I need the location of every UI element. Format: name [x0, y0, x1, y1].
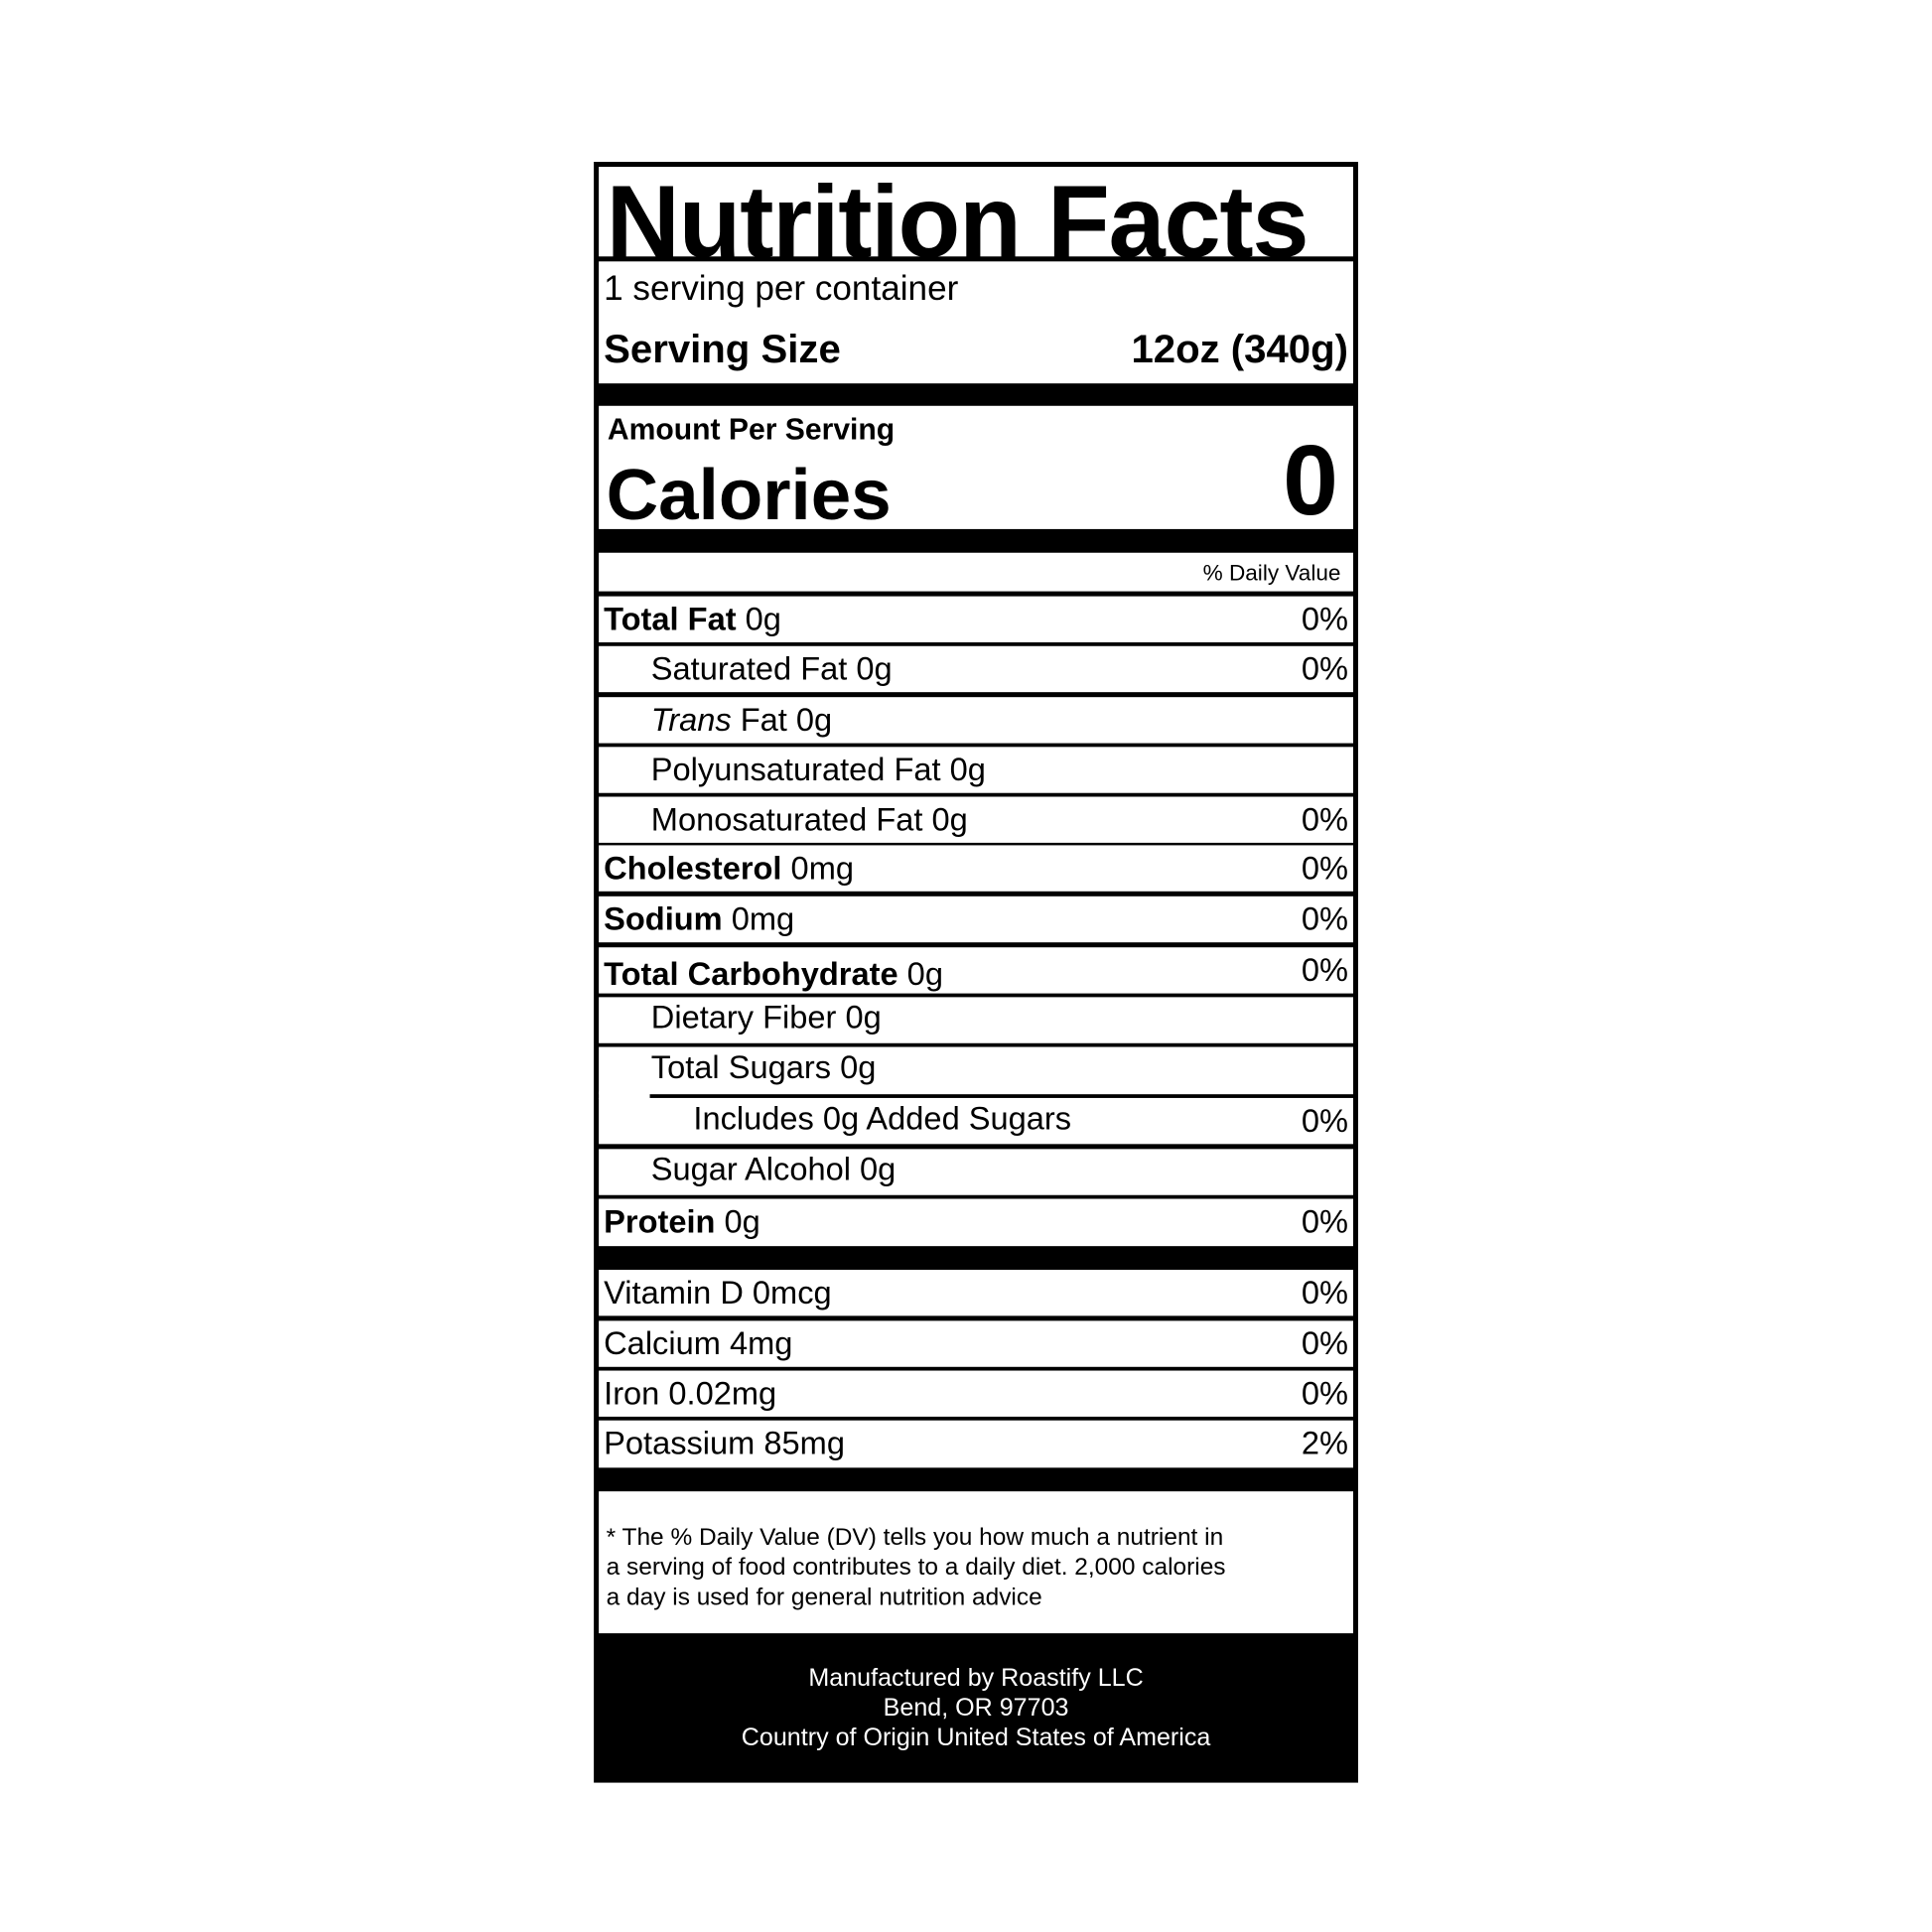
nutrient-row: Trans Fat 0g — [599, 697, 1353, 744]
nutrient-row: Protein 0g 0% — [599, 1198, 1353, 1247]
daily-value-label: % Daily Value — [1202, 560, 1341, 586]
title-section: Nutrition Facts — [599, 166, 1353, 279]
nutrient-text: 0% — [1301, 600, 1348, 637]
nutrition-label: Nutrition Facts 1 serving per container … — [594, 162, 1359, 1783]
nutrient-text: Total Fat — [604, 600, 737, 637]
nutrient-text: 0g — [906, 954, 943, 993]
nutrient-text: Polyunsaturated Fat 0g — [650, 751, 986, 788]
nutrient-row: Sodium 0mg 0% — [599, 896, 1353, 943]
manufacturer-line: Manufactured by Roastify LLC — [808, 1664, 1144, 1693]
servings-per-container: 1 serving per container — [604, 268, 959, 308]
calories-label: Calories — [606, 454, 892, 536]
nutrient-row: Monosaturated Fat 0g 0% — [599, 796, 1353, 843]
nutrient-text: 0% — [1301, 1374, 1348, 1412]
nutrient-row: Includes 0g Added Sugars 0% — [599, 1097, 1353, 1145]
nutrient-text: Cholesterol — [604, 849, 782, 887]
serving-size-label: Serving Size — [604, 326, 841, 371]
nutrient-text: 0% — [1301, 1202, 1348, 1240]
nutrient-text: Monosaturated Fat 0g — [650, 800, 968, 838]
calories-section: Amount Per Serving Calories 0 — [599, 405, 1353, 535]
manufacturer-address: Bend, OR 97703 — [883, 1694, 1069, 1723]
footnote-line: a day is used for general nutrition advi… — [606, 1583, 1042, 1611]
nutrient-text: 0mg — [790, 849, 854, 887]
nutrient-text: Dietary Fiber 0g — [650, 998, 882, 1036]
nutrient-row: Sugar Alcohol 0g — [599, 1149, 1353, 1195]
nutrient-text: Calcium 4mg — [604, 1324, 793, 1362]
nutrient-text: 0% — [1301, 1273, 1348, 1311]
nutrient-row: Polyunsaturated Fat 0g — [599, 747, 1353, 793]
nutrient-text: 0g — [745, 600, 781, 637]
footnote-line: a serving of food contributes to a daily… — [606, 1553, 1226, 1582]
vitamin-row: Iron 0.02mg 0% — [599, 1370, 1353, 1417]
nutrient-row: Total Fat 0g 0% — [599, 596, 1353, 643]
serving-size-value: 12oz (340g) — [1131, 326, 1348, 371]
nutrient-text: Includes 0g Added Sugars — [693, 1099, 1072, 1137]
nutrient-text: Trans — [650, 700, 732, 739]
nutrient-text: 0% — [1301, 649, 1348, 688]
nutrient-text: 2% — [1301, 1424, 1348, 1462]
nutrient-row: Dietary Fiber 0g — [599, 997, 1353, 1043]
label-title: Nutrition Facts — [606, 165, 1310, 279]
amount-per-serving: Amount Per Serving — [607, 413, 896, 448]
nutrient-text: Total Carbohydrate — [604, 954, 898, 993]
footnote: * The % Daily Value (DV) tells you how m… — [599, 1491, 1353, 1634]
nutrient-text: 0% — [1301, 1324, 1348, 1362]
nutrient-text: 0mg — [731, 899, 795, 938]
nutrient-row: Total Sugars 0g — [599, 1046, 1353, 1095]
nutrient-text: Fat 0g — [731, 700, 833, 739]
daily-value-header: % Daily Value — [599, 552, 1353, 592]
nutrient-text: Iron 0.02mg — [604, 1374, 777, 1412]
footnote-line: * The % Daily Value (DV) tells you how m… — [606, 1523, 1224, 1552]
nutrient-row: Saturated Fat 0g 0% — [599, 645, 1353, 693]
nutrient-text: 0% — [1301, 1101, 1348, 1140]
nutrient-text: Saturated Fat 0g — [650, 649, 893, 688]
country-of-origin: Country of Origin United States of Ameri… — [741, 1724, 1211, 1752]
vitamin-row: Potassium 85mg 2% — [599, 1420, 1353, 1468]
serving-section: 1 serving per container Serving Size 12o… — [599, 261, 1353, 384]
nutrient-text: Protein — [604, 1202, 716, 1240]
calories-value: 0 — [1283, 424, 1338, 536]
nutrient-text: 0% — [1301, 899, 1348, 938]
nutrient-text: Potassium 85mg — [604, 1424, 845, 1462]
nutrient-text: 0% — [1301, 800, 1348, 838]
nutrient-text: Sugar Alcohol 0g — [650, 1150, 897, 1188]
nutrient-row: Cholesterol 0mg 0% — [599, 845, 1353, 892]
manufacturer-info: Manufactured by Roastify LLC Bend, OR 97… — [594, 1633, 1358, 1782]
nutrient-row: Total Carbohydrate 0g 0% — [599, 947, 1353, 994]
nutrient-text: Vitamin D 0mcg — [604, 1273, 832, 1311]
nutrient-text: 0g — [724, 1202, 760, 1240]
nutrient-text: Sodium — [604, 899, 723, 938]
vitamin-row: Calcium 4mg 0% — [599, 1320, 1353, 1367]
nutrient-text: 0% — [1301, 849, 1348, 887]
nutrient-text: Total Sugars 0g — [650, 1047, 877, 1086]
vitamin-row: Vitamin D 0mcg 0% — [599, 1269, 1353, 1316]
nutrient-text: 0% — [1301, 950, 1348, 989]
